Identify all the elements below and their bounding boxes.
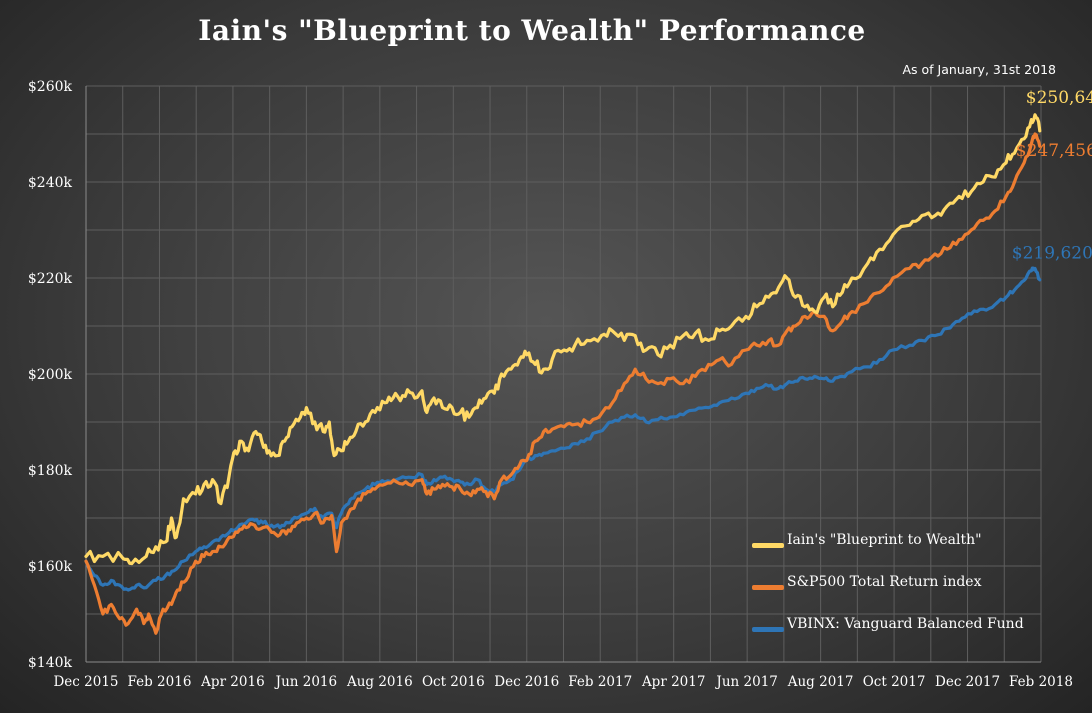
x-tick-label: Oct 2017 <box>863 674 926 690</box>
y-tick-label: $200k <box>28 367 73 383</box>
x-tick-label: Jun 2016 <box>274 674 337 690</box>
legend-swatch-sp500 <box>752 585 784 590</box>
axes: $140k $160k $180k $200k $220k $240k $260k Dec 2… <box>28 79 1073 690</box>
x-tick-label: Oct 2016 <box>422 674 485 690</box>
legend-swatch-iain <box>752 543 784 548</box>
end-value-labels: $219,620 $247,456 $250,640 <box>1012 88 1092 264</box>
y-tick-label: $240k <box>28 175 73 191</box>
series-lines <box>84 113 1042 635</box>
x-tick-label: Feb 2018 <box>1009 674 1073 690</box>
legend-label-sp500: S&P500 Total Return index <box>787 574 982 590</box>
y-tick-label: $180k <box>28 463 73 479</box>
series-line-vbinx <box>84 266 1042 592</box>
x-tick-label: Aug 2016 <box>346 674 413 690</box>
end-label-vbinx: $219,620 <box>1012 243 1092 263</box>
y-tick-label: $160k <box>28 559 73 575</box>
end-label-sp500: $247,456 <box>1016 141 1092 161</box>
x-tick-label: Dec 2015 <box>53 674 118 690</box>
series-line-sp500 <box>84 132 1042 635</box>
y-tick-label: $260k <box>28 79 73 95</box>
x-tick-label: Dec 2016 <box>494 674 559 690</box>
chart-subtitle: As of January, 31st 2018 <box>902 62 1057 77</box>
series-line-iain <box>84 113 1042 566</box>
legend-label-vbinx: VBINX: Vanguard Balanced Fund <box>787 616 1024 632</box>
x-tick-label: Aug 2017 <box>787 674 854 690</box>
x-tick-label: Feb 2016 <box>128 674 192 690</box>
legend-label-iain: Iain's "Blueprint to Wealth" <box>787 532 982 548</box>
y-tick-label: $220k <box>28 271 73 287</box>
end-label-iain: $250,640 <box>1026 88 1092 108</box>
x-tick-label: Apr 2016 <box>200 674 265 690</box>
x-tick-label: Dec 2017 <box>935 674 1000 690</box>
y-tick-label: $140k <box>28 655 73 671</box>
legend-swatch-vbinx <box>752 627 784 632</box>
chart-title: Iain's "Blueprint to Wealth" Performance <box>198 14 866 47</box>
x-tick-label: Jun 2017 <box>714 674 777 690</box>
x-tick-label: Feb 2017 <box>568 674 632 690</box>
x-tick-label: Apr 2017 <box>641 674 706 690</box>
